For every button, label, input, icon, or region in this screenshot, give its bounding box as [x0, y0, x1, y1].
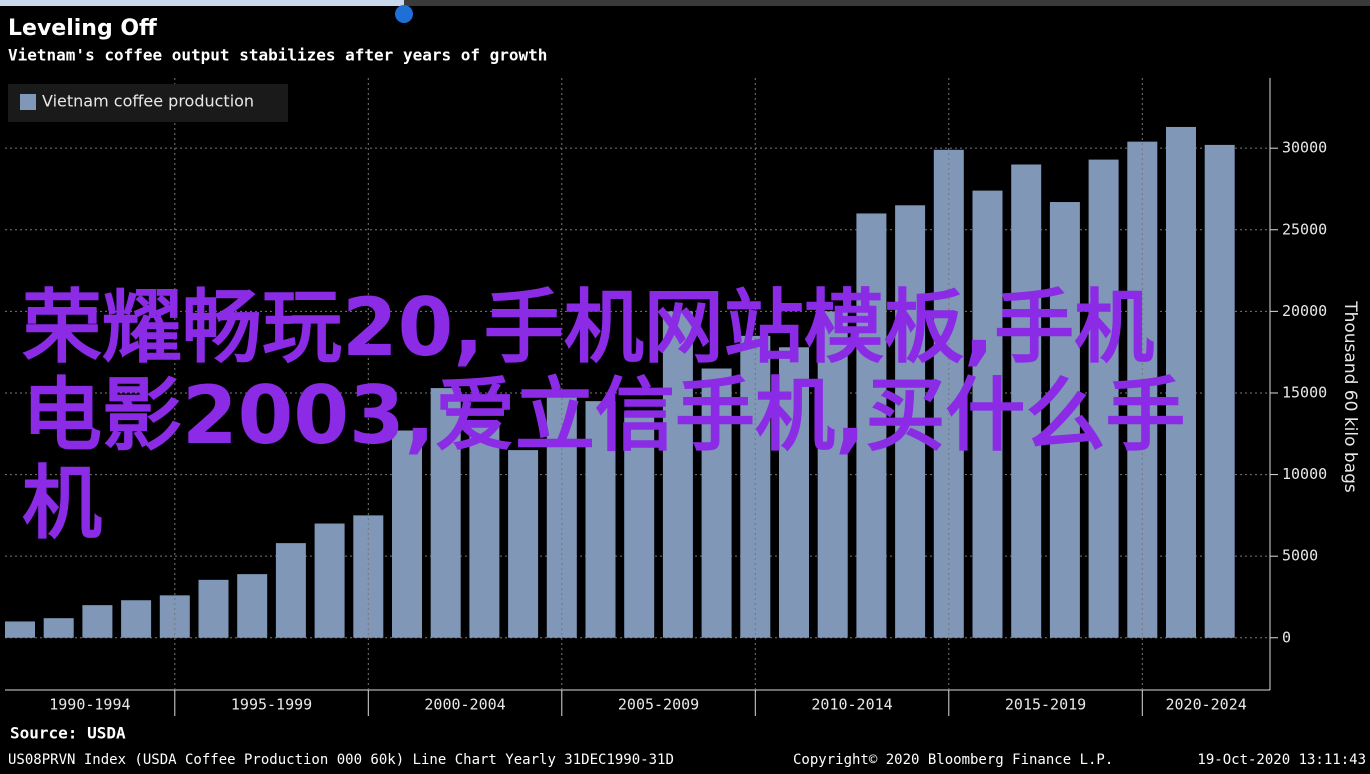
footer-copyright: Copyright© 2020 Bloomberg Finance L.P.: [793, 752, 1113, 768]
y-tick-label: 10000: [1282, 465, 1327, 483]
bar: [1049, 202, 1080, 638]
bar: [508, 450, 539, 638]
legend-box: [8, 84, 288, 122]
bar: [1204, 144, 1235, 638]
bar: [585, 401, 616, 638]
footer-timestamp: 19-Oct-2020 13:11:43: [1197, 752, 1366, 768]
x-period-label: 1990-1994: [49, 696, 130, 714]
bar: [972, 190, 1003, 638]
overlay-text: 荣耀畅玩20,手机网站模板,手机电影2003,爱立信手机,买什么手机: [22, 281, 1186, 550]
top-strip: [0, 0, 1370, 6]
x-period-label: 1995-1999: [231, 696, 312, 714]
y-tick-label: 0: [1282, 628, 1291, 646]
x-period-label: 2010-2014: [811, 696, 892, 714]
chart-subtitle: Vietnam's coffee output stabilizes after…: [8, 46, 547, 65]
bar: [1088, 159, 1119, 638]
x-period-label: 2005-2009: [618, 696, 699, 714]
bar: [159, 595, 190, 638]
x-period-label: 2000-2004: [424, 696, 505, 714]
x-period-label: 2020-2024: [1166, 696, 1247, 714]
progress-handle: [395, 5, 413, 23]
bar: [895, 205, 926, 638]
bar: [353, 515, 384, 638]
bar: [1011, 164, 1042, 638]
y-tick-label: 25000: [1282, 220, 1327, 238]
legend-label: Vietnam coffee production: [42, 92, 254, 111]
bar: [121, 600, 152, 638]
bar: [237, 574, 268, 638]
bar: [82, 605, 113, 638]
bar: [5, 621, 35, 638]
footer-left: US08PRVN Index (USDA Coffee Production 0…: [8, 752, 674, 768]
bar: [314, 523, 345, 638]
progress-bar: [0, 0, 404, 6]
bar: [392, 430, 422, 638]
y-tick-label: 30000: [1282, 139, 1327, 157]
chart-title: Leveling Off: [8, 16, 158, 41]
bar: [430, 388, 461, 638]
bar: [662, 311, 693, 638]
y-axis-label: Thousand 60 kilo bags: [1340, 300, 1360, 493]
bar: [43, 618, 74, 638]
bar: [817, 311, 848, 638]
x-period-label: 2015-2019: [1005, 696, 1086, 714]
bar: [469, 423, 500, 638]
y-tick-label: 5000: [1282, 547, 1318, 565]
bar: [701, 368, 732, 638]
bar: [198, 579, 229, 638]
bar: [779, 347, 809, 638]
legend-swatch: [20, 94, 36, 110]
bar: [275, 543, 306, 638]
bar: [624, 412, 655, 638]
source: Source: USDA: [10, 724, 126, 743]
bar: [740, 335, 771, 638]
bar: [1166, 126, 1196, 638]
y-tick-label: 20000: [1282, 302, 1327, 320]
y-tick-label: 15000: [1282, 383, 1327, 401]
bar: [856, 213, 887, 638]
plot: 0 5000 10000 15000 20000 25000 30000 1990-1994 1…: [5, 78, 1327, 716]
